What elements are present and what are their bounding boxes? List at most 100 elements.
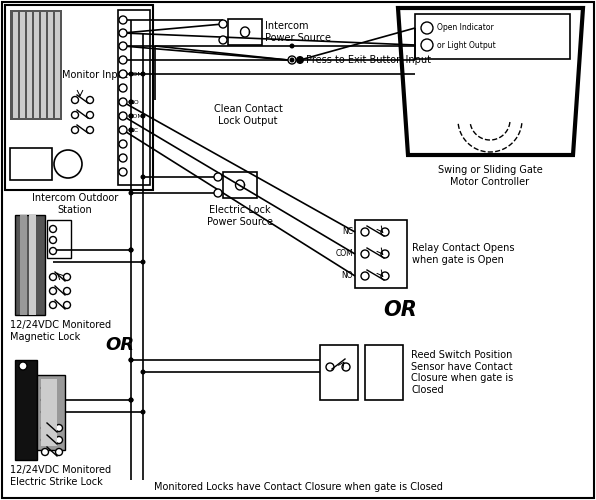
- Circle shape: [129, 398, 134, 402]
- Bar: [37, 375, 65, 450]
- Circle shape: [129, 248, 134, 252]
- Circle shape: [129, 100, 134, 104]
- Circle shape: [42, 384, 48, 392]
- Circle shape: [119, 140, 127, 148]
- Bar: [15, 215, 45, 315]
- Circle shape: [42, 396, 48, 404]
- Text: Reed Switch Position
Sensor have Contact
Closure when gate is
Closed: Reed Switch Position Sensor have Contact…: [411, 350, 513, 395]
- Bar: [5, 5, 153, 190]
- Circle shape: [55, 436, 63, 444]
- Circle shape: [342, 363, 350, 371]
- Circle shape: [119, 70, 127, 78]
- Bar: [223, 172, 257, 198]
- Bar: [118, 10, 150, 185]
- Text: NO: NO: [342, 272, 353, 280]
- Circle shape: [129, 100, 134, 104]
- Circle shape: [381, 272, 389, 280]
- Bar: [29, 215, 36, 315]
- Circle shape: [119, 126, 127, 134]
- Circle shape: [49, 236, 57, 244]
- Text: Swing or Sliding Gate
Motor Controller: Swing or Sliding Gate Motor Controller: [437, 165, 542, 186]
- Bar: [15, 360, 37, 460]
- Circle shape: [49, 226, 57, 232]
- Bar: [365, 345, 403, 400]
- Text: 12/24VDC Monitored
Magnetic Lock: 12/24VDC Monitored Magnetic Lock: [10, 320, 111, 342]
- Circle shape: [214, 189, 222, 197]
- Text: Open Indicator: Open Indicator: [437, 24, 493, 32]
- Circle shape: [64, 288, 70, 294]
- Bar: [34, 12, 39, 118]
- Circle shape: [381, 250, 389, 258]
- Text: Monitor Input: Monitor Input: [62, 70, 128, 80]
- Circle shape: [296, 56, 304, 64]
- Text: OR: OR: [383, 300, 417, 320]
- Circle shape: [72, 126, 79, 134]
- Bar: [10, 148, 52, 180]
- Circle shape: [55, 448, 63, 456]
- Text: NO: NO: [129, 100, 139, 104]
- Circle shape: [42, 448, 48, 456]
- Bar: [228, 19, 262, 45]
- Circle shape: [42, 408, 48, 416]
- Circle shape: [326, 363, 334, 371]
- Circle shape: [86, 96, 94, 103]
- Circle shape: [141, 370, 145, 374]
- Circle shape: [119, 98, 127, 106]
- Circle shape: [119, 16, 127, 24]
- Circle shape: [49, 274, 57, 280]
- Text: Relay Contact Opens
when gate is Open: Relay Contact Opens when gate is Open: [412, 243, 514, 265]
- Circle shape: [219, 20, 227, 28]
- Circle shape: [129, 358, 134, 362]
- Circle shape: [86, 112, 94, 118]
- Circle shape: [129, 398, 134, 402]
- Text: COM: COM: [129, 72, 144, 76]
- Bar: [48, 12, 53, 118]
- Circle shape: [381, 228, 389, 236]
- Circle shape: [119, 42, 127, 50]
- Circle shape: [129, 114, 134, 118]
- Circle shape: [64, 302, 70, 308]
- Text: Press to Exit Button Input: Press to Exit Button Input: [306, 55, 431, 65]
- Circle shape: [64, 274, 70, 280]
- Circle shape: [129, 190, 134, 196]
- Circle shape: [421, 22, 433, 34]
- Bar: [47, 220, 71, 258]
- Text: Clean Contact
Lock Output: Clean Contact Lock Output: [213, 104, 283, 126]
- Circle shape: [361, 228, 369, 236]
- Circle shape: [141, 260, 145, 264]
- Circle shape: [49, 288, 57, 294]
- Circle shape: [129, 128, 134, 132]
- Circle shape: [49, 302, 57, 308]
- Text: Monitored Locks have Contact Closure when gate is Closed: Monitored Locks have Contact Closure whe…: [154, 482, 442, 492]
- Circle shape: [129, 128, 134, 132]
- Circle shape: [129, 72, 134, 76]
- Circle shape: [290, 58, 294, 62]
- Text: Intercom
Power Source: Intercom Power Source: [265, 21, 331, 43]
- Text: NC: NC: [342, 228, 353, 236]
- Text: Intercom Outdoor
Station: Intercom Outdoor Station: [32, 193, 118, 214]
- Circle shape: [119, 168, 127, 176]
- Text: COM: COM: [129, 114, 144, 118]
- Text: COM: COM: [335, 250, 353, 258]
- Bar: [55, 12, 60, 118]
- Circle shape: [361, 250, 369, 258]
- Circle shape: [119, 29, 127, 37]
- Text: Electric Lock
Power Source: Electric Lock Power Source: [207, 205, 273, 227]
- Circle shape: [49, 248, 57, 254]
- Circle shape: [129, 358, 134, 362]
- Bar: [20, 215, 27, 315]
- Circle shape: [288, 56, 296, 64]
- Circle shape: [219, 36, 227, 44]
- Circle shape: [55, 424, 63, 432]
- Circle shape: [72, 96, 79, 103]
- Bar: [415, 14, 570, 59]
- Text: NC: NC: [129, 128, 138, 132]
- Circle shape: [54, 150, 82, 178]
- Circle shape: [214, 173, 222, 181]
- Circle shape: [42, 424, 48, 432]
- Circle shape: [141, 72, 145, 76]
- Circle shape: [119, 56, 127, 64]
- Circle shape: [290, 44, 294, 49]
- Text: or Light Output: or Light Output: [437, 40, 496, 50]
- Bar: [20, 12, 25, 118]
